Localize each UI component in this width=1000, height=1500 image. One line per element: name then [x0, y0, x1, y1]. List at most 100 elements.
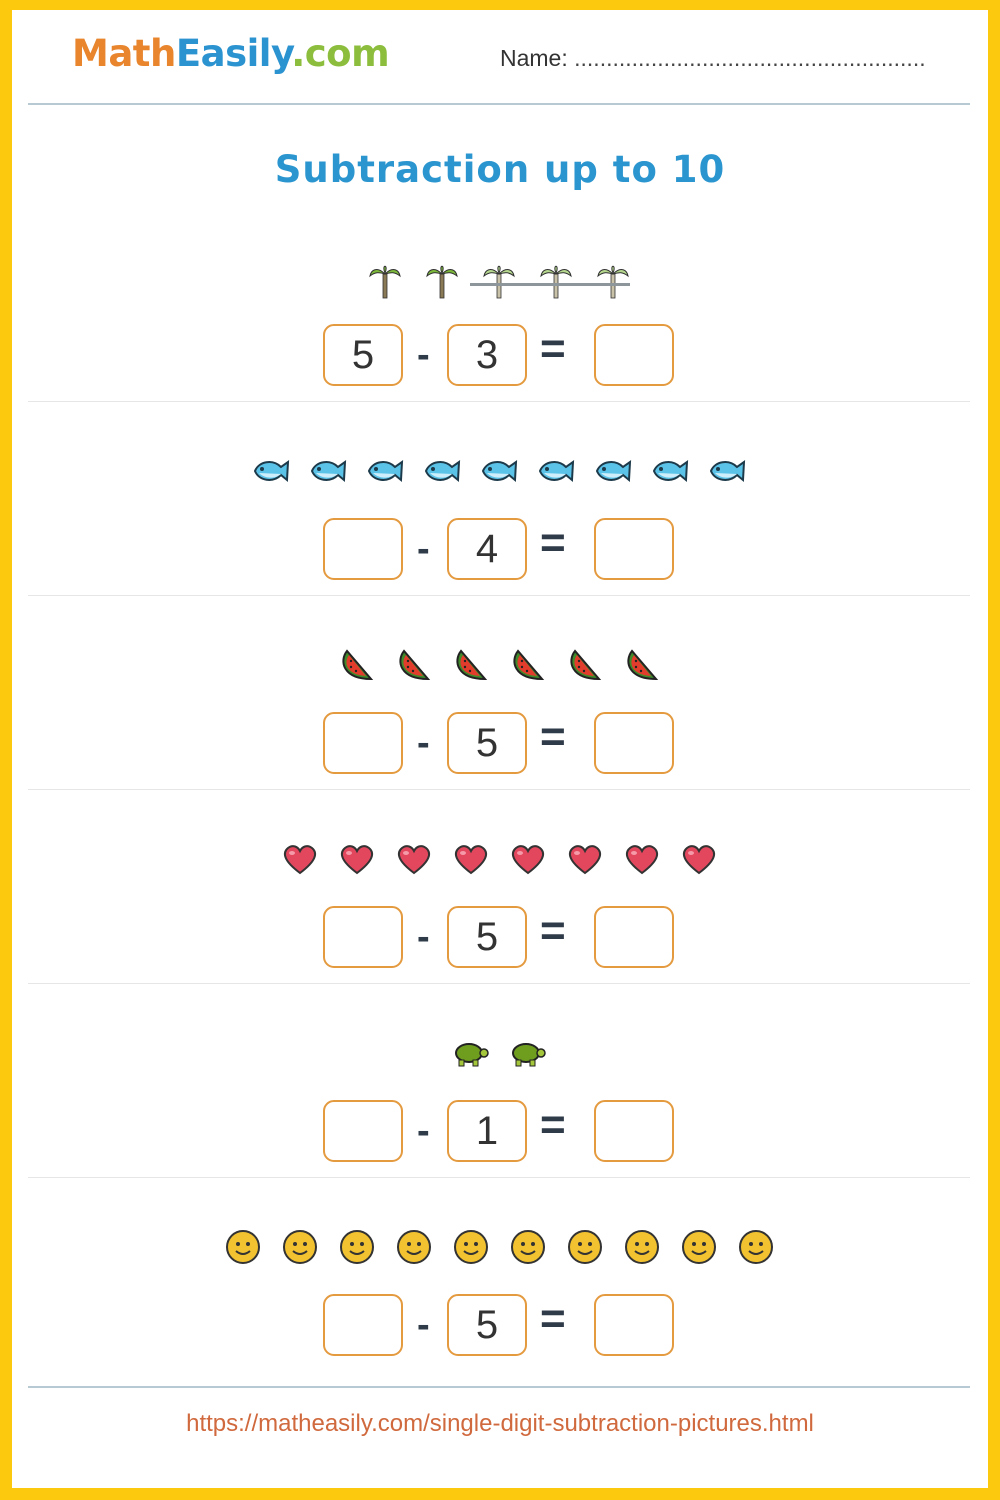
logo: MathEasily.com	[72, 32, 390, 75]
answer-box[interactable]	[594, 1100, 674, 1162]
palm-tree-icon	[540, 265, 572, 299]
turtle-icon	[507, 1033, 549, 1073]
header-divider	[28, 103, 970, 105]
heart-icon	[511, 845, 544, 875]
heart-icon	[397, 845, 430, 875]
answer-box[interactable]	[594, 518, 674, 580]
page-title: Subtraction up to 10	[274, 148, 726, 191]
subtrahend-box: 1	[447, 1100, 527, 1162]
answer-box[interactable]	[594, 1294, 674, 1356]
fish-icon	[538, 459, 575, 483]
smiley-icon	[282, 1230, 317, 1264]
smiley-icon	[567, 1230, 602, 1264]
picture-group	[28, 645, 970, 685]
heart-icon	[340, 845, 373, 875]
equation: 5 3- =	[28, 324, 970, 386]
smiley-icon	[510, 1230, 545, 1264]
palm-tree-icon	[364, 260, 406, 300]
heart-icon	[625, 845, 658, 875]
minus-sign: -	[417, 334, 430, 376]
minus-sign: -	[417, 528, 430, 570]
watermelon-icon	[336, 645, 378, 685]
heart-icon	[564, 839, 606, 879]
minuend-answer-box[interactable]	[323, 1294, 403, 1356]
palm-tree-icon	[478, 260, 520, 300]
name-line: ........................................…	[574, 45, 926, 71]
footer-divider	[28, 1386, 970, 1388]
fish-icon	[364, 451, 406, 491]
picture-group	[28, 451, 970, 491]
logo-math: Math	[72, 32, 176, 75]
minus-sign: -	[417, 1304, 430, 1346]
turtle-icon	[454, 1043, 489, 1067]
turtle-icon	[450, 1033, 492, 1073]
watermelon-icon	[569, 649, 601, 681]
smiley-icon	[393, 1227, 435, 1267]
fish-icon	[652, 459, 689, 483]
fish-icon	[595, 459, 632, 483]
fish-icon	[649, 451, 691, 491]
problem-row: 5- =	[28, 596, 970, 790]
fish-icon	[310, 459, 347, 483]
heart-icon	[393, 839, 435, 879]
answer-box[interactable]	[594, 712, 674, 774]
turtle-icon	[511, 1043, 546, 1067]
fish-icon	[307, 451, 349, 491]
heart-icon	[279, 839, 321, 879]
minuend-answer-box[interactable]	[323, 518, 403, 580]
picture-group	[28, 260, 970, 300]
problem-row: 5- =	[28, 790, 970, 984]
picture-group	[28, 1227, 970, 1267]
fish-icon	[706, 451, 748, 491]
watermelon-icon	[393, 645, 435, 685]
smiley-icon	[564, 1227, 606, 1267]
picture-group	[28, 839, 970, 879]
strike-through-line	[470, 283, 630, 286]
problem-row: 5 3- =	[28, 208, 970, 402]
heart-icon	[621, 839, 663, 879]
palm-tree-icon	[421, 260, 463, 300]
smiley-icon	[396, 1230, 431, 1264]
name-label: Name:	[500, 45, 568, 71]
smiley-icon	[738, 1230, 773, 1264]
fish-icon	[367, 459, 404, 483]
watermelon-icon	[621, 645, 663, 685]
minuend-answer-box[interactable]	[323, 906, 403, 968]
minus-sign: -	[417, 1110, 430, 1152]
row-divider	[28, 595, 970, 596]
fish-icon	[424, 459, 461, 483]
answer-box[interactable]	[594, 324, 674, 386]
equation: 5- =	[28, 712, 970, 774]
problem-row: 1- =	[28, 984, 970, 1178]
smiley-icon	[624, 1230, 659, 1264]
fish-icon	[481, 459, 518, 483]
watermelon-icon	[507, 645, 549, 685]
equation: 5- =	[28, 1294, 970, 1356]
problem-row: 5- =	[28, 1178, 970, 1372]
minuend-box: 5	[323, 324, 403, 386]
answer-box[interactable]	[594, 906, 674, 968]
logo-com: .com	[291, 32, 390, 75]
fish-icon	[250, 451, 292, 491]
smiley-icon	[225, 1230, 260, 1264]
minuend-answer-box[interactable]	[323, 712, 403, 774]
equation: 4- =	[28, 518, 970, 580]
equals-sign: =	[540, 324, 566, 373]
subtrahend-box: 3	[447, 324, 527, 386]
row-divider	[28, 789, 970, 790]
row-divider	[28, 1177, 970, 1178]
fish-icon	[709, 459, 746, 483]
footer-url: https://matheasily.com/single-digit-subt…	[186, 1410, 814, 1437]
heart-icon	[568, 845, 601, 875]
palm-tree-icon	[483, 265, 515, 299]
logo-easily: Easily	[175, 32, 292, 75]
minuend-answer-box[interactable]	[323, 1100, 403, 1162]
minus-sign: -	[417, 722, 430, 764]
heart-icon	[678, 839, 720, 879]
equals-sign: =	[540, 1294, 566, 1343]
subtrahend-box: 5	[447, 1294, 527, 1356]
heart-icon	[450, 839, 492, 879]
smiley-icon	[339, 1230, 374, 1264]
equals-sign: =	[540, 1100, 566, 1149]
heart-icon	[454, 845, 487, 875]
